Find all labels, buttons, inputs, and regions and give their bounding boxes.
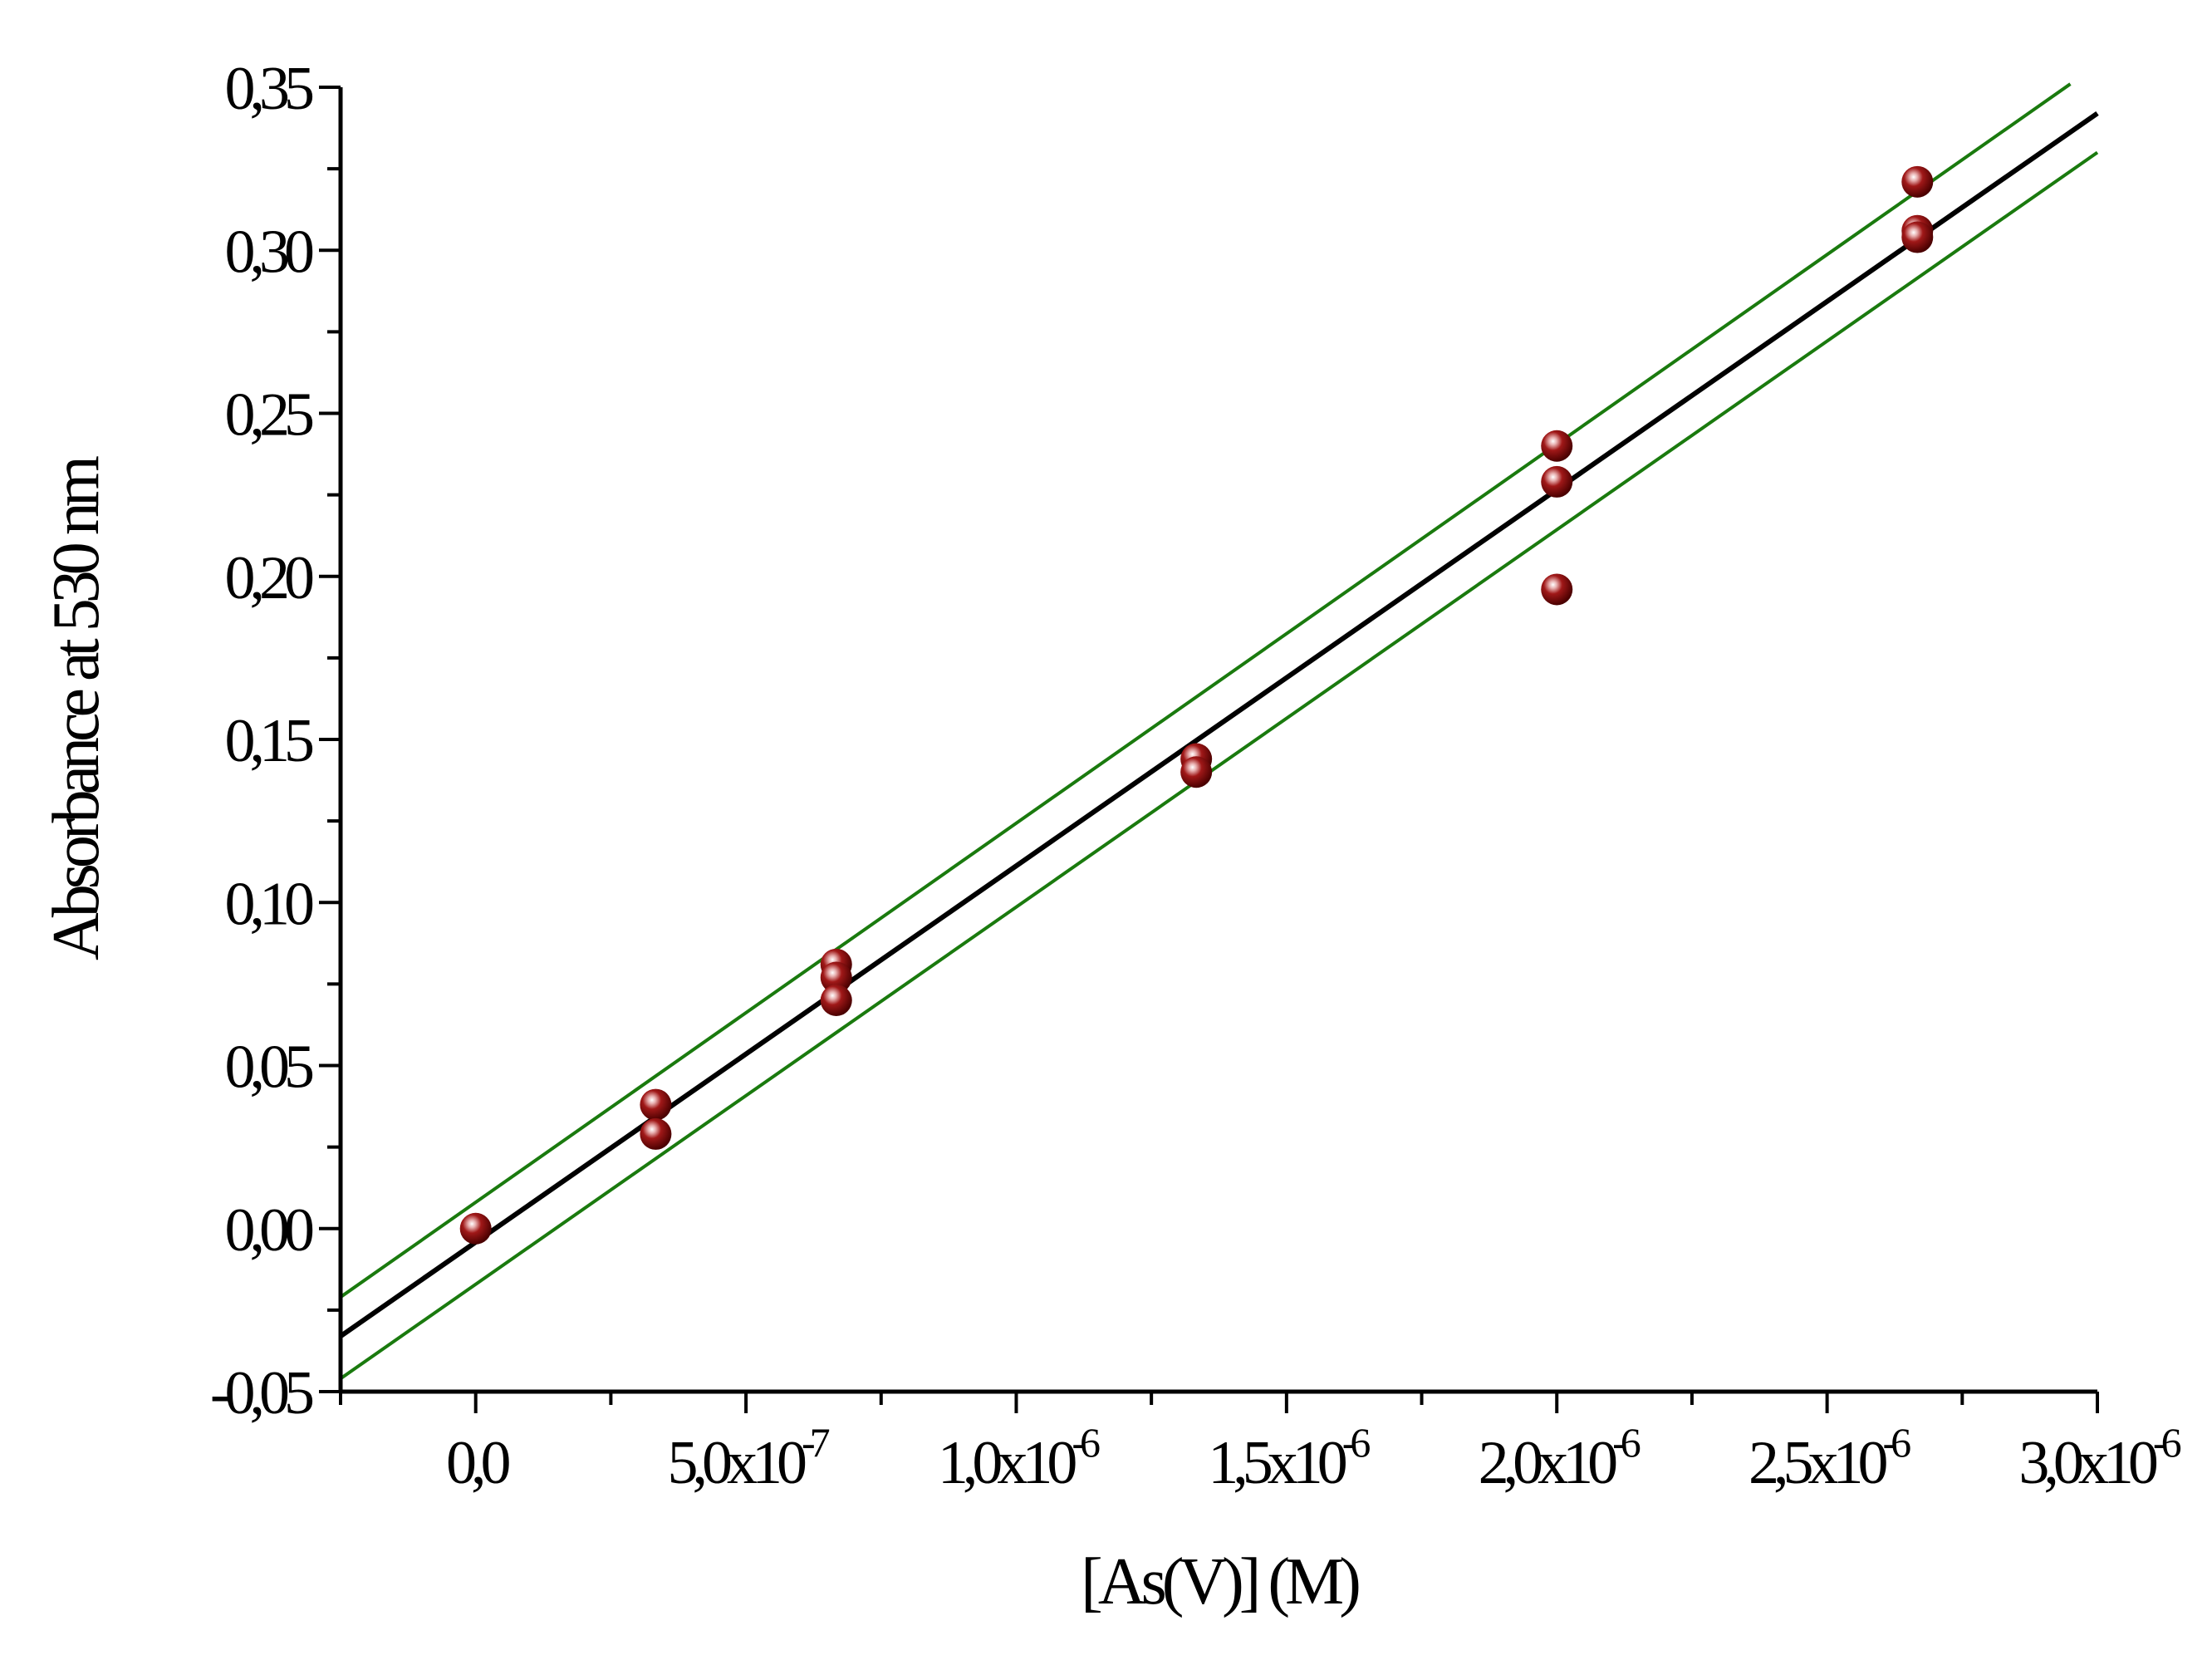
markers (459, 165, 1934, 1245)
data-point (640, 1117, 672, 1150)
confidence-band-upper (339, 82, 2072, 1299)
y-tick-label: 0,25 (225, 381, 314, 449)
data-point (820, 961, 852, 994)
data-point (1541, 573, 1573, 606)
data-point (459, 1212, 492, 1245)
y-tick-label: -0,05 (210, 1359, 313, 1427)
x-axis-title: [As(V)] (M) (1081, 1545, 1359, 1618)
x-tick-label: 2,0x10-6 (1479, 1419, 1641, 1497)
data-point (1901, 165, 1934, 198)
x-tick-label: 3,0x10-6 (2018, 1419, 2180, 1497)
y-tick-label: 0,10 (225, 870, 314, 938)
data-point (1541, 430, 1573, 462)
y-tick-label: 0,00 (225, 1196, 314, 1265)
x-tick-label: 2,5x10-6 (1749, 1419, 1910, 1497)
data-point (1901, 221, 1934, 253)
x-tick-label: 5,0x10-7 (667, 1419, 829, 1497)
data-point (1180, 756, 1213, 788)
y-tick-label: 0,35 (225, 55, 314, 123)
y-tick-label: 0,15 (225, 707, 314, 775)
data-point (820, 985, 852, 1016)
y-tick-label: 0,05 (225, 1034, 314, 1102)
data-point (1541, 465, 1573, 498)
y-tick-label: 0,30 (225, 218, 314, 286)
y-axis-title: Absorbance at 530 nm (40, 456, 113, 960)
plot-lines (339, 82, 2099, 1380)
linear-fit-line (339, 110, 2099, 1338)
data-point (640, 1088, 672, 1121)
confidence-band-lower (339, 150, 2099, 1380)
y-tick-label: 0,20 (225, 544, 314, 612)
x-tick-label: 0,0 (446, 1429, 510, 1497)
x-tick-label: 1,5x10-6 (1208, 1419, 1370, 1497)
x-tick-label: 1,0x10-6 (938, 1419, 1100, 1497)
